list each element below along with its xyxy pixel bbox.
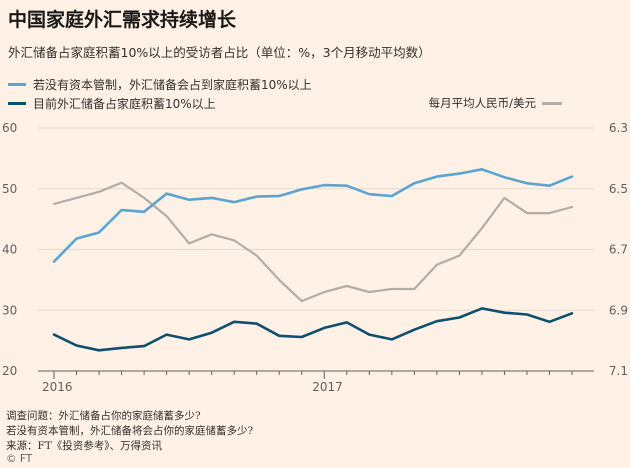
left-tick-label: 20	[2, 364, 17, 378]
left-tick-label: 50	[2, 182, 17, 196]
right-axis-ticks: 6.3 6.5 6.7 6.9 7.1	[609, 121, 628, 378]
left-tick-label: 40	[2, 243, 17, 257]
grid-lines	[38, 127, 594, 372]
right-tick-label: 6.9	[609, 303, 628, 317]
legend-swatch-light-blue	[8, 82, 26, 86]
right-tick-label: 6.5	[609, 182, 628, 196]
legend-label: 每月平均人民币/美元	[428, 96, 536, 110]
legend-item-rmb-usd: 每月平均人民币/美元	[429, 95, 562, 111]
right-tick-label: 6.3	[609, 121, 628, 135]
legend-swatch-grey	[542, 101, 562, 105]
legend-label: 若没有资本管制，外汇储备会占到家庭积蓄10%以上	[33, 77, 312, 92]
legend-item-no-controls: 若没有资本管制，外汇储备会占到家庭积蓄10%以上	[8, 75, 312, 93]
chart-title: 中国家庭外汇需求持续增长	[8, 9, 237, 31]
x-axis: 2016 2017	[38, 370, 594, 394]
footer-question-1: 调查问题：外汇储备占你的家庭储蓄多少?	[6, 410, 201, 422]
legend-item-current: 目前外汇储备占家庭积蓄10%以上	[8, 94, 216, 112]
legend-label: 目前外汇储备占家庭积蓄10%以上	[33, 96, 216, 111]
left-tick-label: 30	[2, 303, 17, 317]
right-tick-label: 6.7	[609, 243, 628, 257]
legend-swatch-dark-blue	[8, 101, 26, 105]
footer-credit: © FT	[6, 453, 33, 465]
footer-source: 来源：FT《投资参考》、万得资讯	[6, 440, 163, 452]
series-lines	[52, 168, 574, 352]
left-tick-label: 60	[2, 121, 17, 135]
x-tick-label: 2017	[312, 380, 343, 394]
right-tick-label: 7.1	[609, 364, 628, 378]
series-line-1	[52, 307, 574, 352]
left-axis-ticks: 60 50 40 30 20	[2, 121, 17, 378]
series-line-0	[52, 168, 574, 263]
x-tick-label: 2016	[42, 380, 73, 394]
footer-question-2: 若没有资本管制，外汇储备将会占你的家庭储蓄多少?	[6, 425, 254, 437]
series-line-2	[52, 181, 574, 303]
chart-subtitle: 外汇储备占家庭积蓄10%以上的受访者占比（单位：%，3个月移动平均数）	[8, 45, 431, 60]
